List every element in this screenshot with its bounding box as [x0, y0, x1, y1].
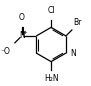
Text: O: O [19, 13, 25, 22]
Text: Br: Br [74, 18, 82, 27]
Text: H₂N: H₂N [44, 74, 58, 84]
Text: +: + [22, 30, 27, 35]
Text: N: N [70, 49, 76, 58]
Text: Cl: Cl [47, 6, 55, 15]
Text: N: N [19, 31, 25, 40]
Text: ⁻O: ⁻O [1, 47, 11, 56]
